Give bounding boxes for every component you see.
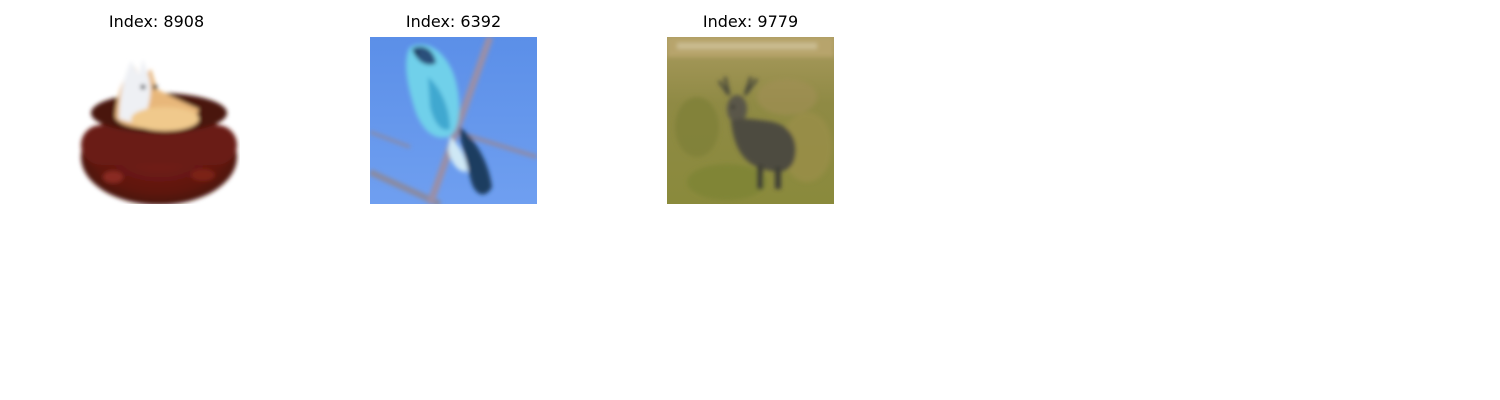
panel-title: Index: 8908	[108, 12, 205, 31]
panel-title: Index: 6392	[405, 12, 502, 31]
deer-in-grass-image	[667, 37, 834, 204]
image-panel-3: Index: 9779	[667, 10, 834, 204]
bird-on-branch-image	[370, 37, 537, 204]
image-panel-1: Index: 8908	[73, 10, 240, 204]
image-panel-2: Index: 6392	[370, 10, 537, 204]
cat-in-basket-image	[73, 37, 240, 204]
panel-title: Index: 9779	[702, 12, 799, 31]
